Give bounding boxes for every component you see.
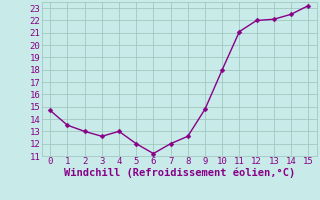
X-axis label: Windchill (Refroidissement éolien,°C): Windchill (Refroidissement éolien,°C) [64,168,295,178]
